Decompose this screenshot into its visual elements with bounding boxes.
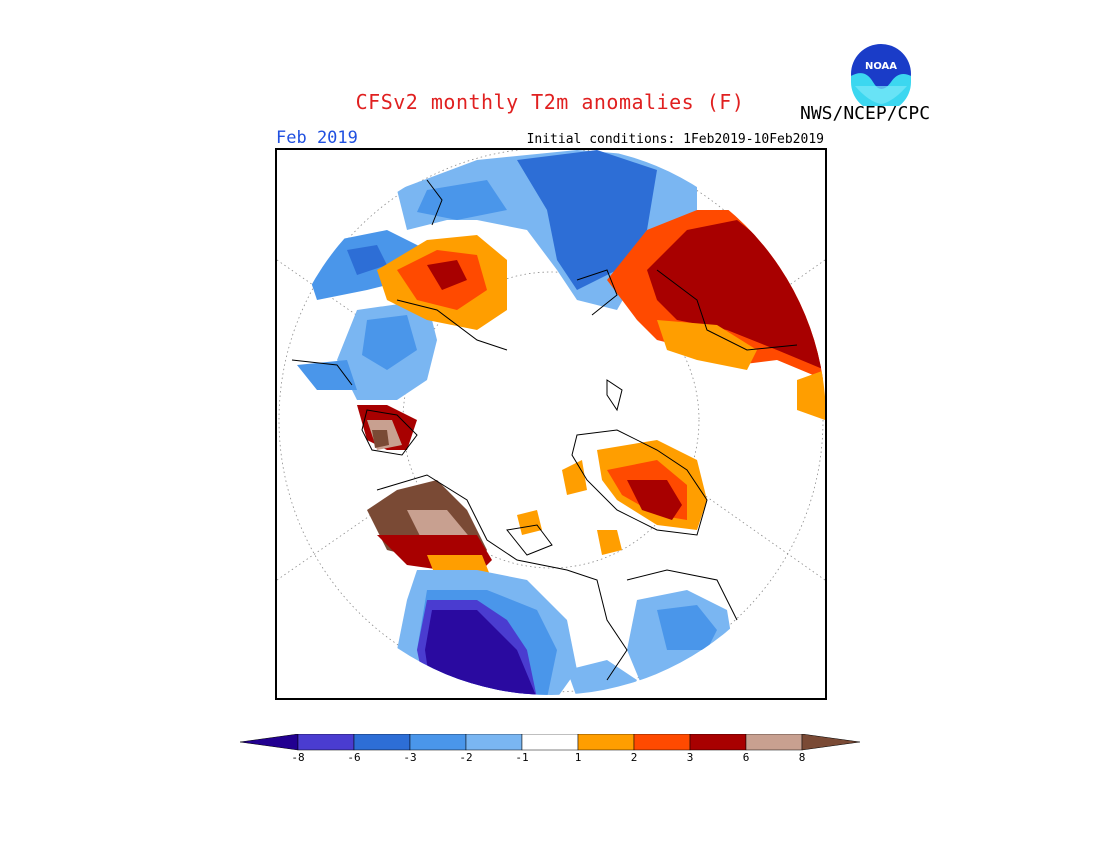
polar-stereographic-map	[275, 148, 827, 700]
warm-region-arctic-canada	[517, 440, 707, 555]
colorbar-bin-8	[689, 733, 747, 751]
colorbar-tick-label: 3	[686, 751, 694, 764]
warm-region-alaska	[367, 480, 492, 590]
colorbar-bin-9	[745, 733, 803, 751]
colorbar-tick-label: 2	[630, 751, 638, 764]
colorbar-tick-label: -3	[403, 751, 417, 764]
colorbar-high-arrow	[801, 733, 861, 751]
map-title: CFSv2 monthly T2m anomalies (F)	[355, 90, 745, 114]
colorbar-tick-label: -2	[459, 751, 473, 764]
colorbar-bin-5	[521, 733, 579, 751]
agency-label: NWS/NCEP/CPC	[800, 103, 931, 124]
noaa-logo: NOAA	[849, 42, 913, 112]
colorbar-bin-6	[577, 733, 635, 751]
warm-region-greenland	[357, 405, 417, 450]
colorbar-bin-3	[409, 733, 467, 751]
colorbar-bin-1	[297, 733, 355, 751]
coastlines	[291, 179, 798, 681]
cold-region-north-america	[397, 570, 737, 695]
colorbar-tick-label: -6	[347, 751, 361, 764]
logo-text: NOAA	[865, 61, 897, 72]
warm-region-siberia	[607, 210, 825, 420]
colorbar-bin-4	[465, 733, 523, 751]
colorbar-tick-label: 1	[574, 751, 582, 764]
colorbar-bin-7	[633, 733, 691, 751]
colorbar	[239, 733, 862, 756]
warm-region-asia	[377, 235, 507, 330]
forecast-period: Feb 2019	[276, 128, 358, 148]
colorbar-bin-2	[353, 733, 411, 751]
colorbar-tick-label: -1	[515, 751, 529, 764]
colorbar-tick-label: 6	[742, 751, 750, 764]
colorbar-tick-label: -8	[291, 751, 305, 764]
colorbar-low-arrow	[239, 733, 299, 751]
initial-conditions: Initial conditions: 1Feb2019-10Feb2019	[526, 132, 824, 147]
colorbar-tick-label: 8	[798, 751, 806, 764]
